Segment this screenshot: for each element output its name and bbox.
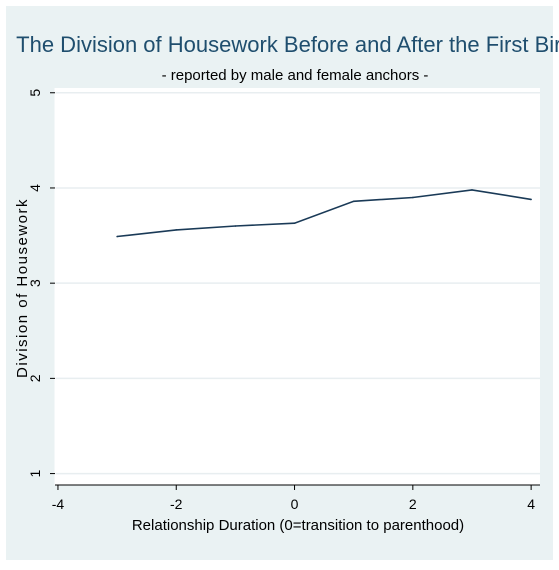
- data-point: [234, 225, 237, 227]
- y-tick-label: 5: [27, 89, 43, 97]
- x-tick-label: 2: [409, 496, 417, 512]
- x-tick-label: 4: [527, 496, 535, 512]
- y-ticks: 1 2 3 4 5: [27, 89, 55, 477]
- data-point: [471, 189, 473, 191]
- plot-area: [55, 88, 540, 485]
- data-point: [116, 235, 118, 238]
- chart-title: The Division of Housework Before and Aft…: [16, 32, 559, 57]
- x-axis-label: Relationship Duration (0=transition to p…: [132, 517, 464, 534]
- data-point: [412, 196, 414, 199]
- y-tick-label: 3: [27, 279, 43, 287]
- data-point: [530, 198, 532, 201]
- y-axis-label: Division of Housework: [14, 198, 31, 378]
- x-tick-label: 0: [291, 496, 299, 512]
- y-tick-label: 2: [27, 374, 43, 382]
- data-points: [116, 189, 532, 238]
- chart-subtitle: - reported by male and female anchors -: [162, 67, 429, 84]
- x-ticks: -4 -2 0 2 4: [52, 485, 535, 512]
- y-tick-label: 4: [27, 184, 43, 192]
- data-point: [175, 229, 178, 231]
- grid-lines: [55, 92, 540, 475]
- x-tick-label: -2: [170, 496, 183, 512]
- series-line: [117, 189, 532, 238]
- data-point: [293, 222, 296, 224]
- x-tick-label: -4: [52, 496, 65, 512]
- y-tick-label: 1: [27, 469, 43, 477]
- data-point: [352, 200, 355, 203]
